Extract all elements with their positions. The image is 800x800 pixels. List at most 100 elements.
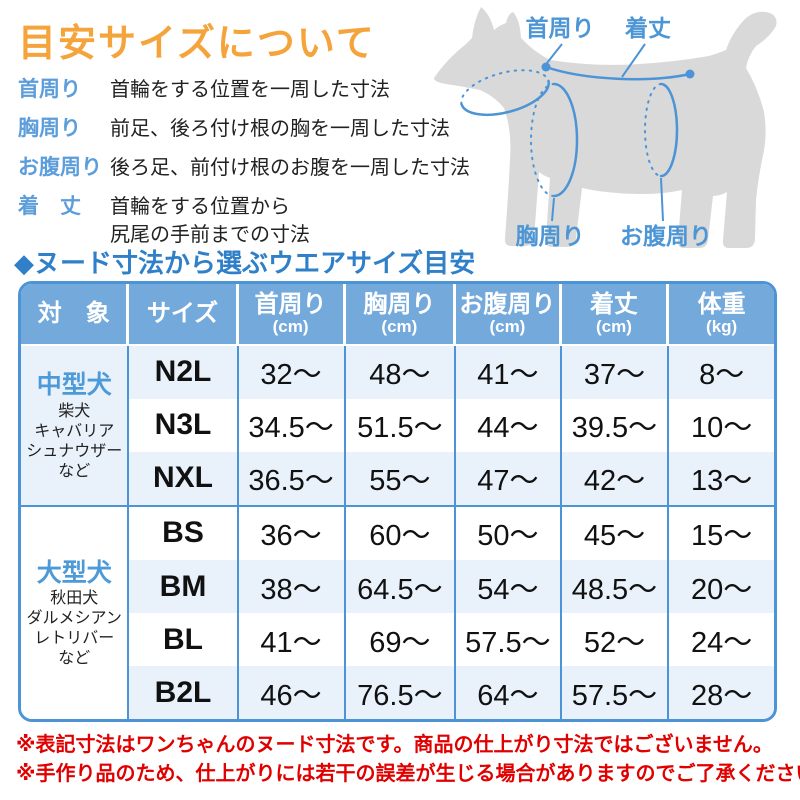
size-cell: N2L [129, 346, 239, 399]
breed-item: 秋田犬 [50, 590, 99, 608]
size-cell: NXL [129, 451, 239, 505]
table-row-b2l: B2L 46〜 76.5〜 64〜 57.5〜 28〜 [21, 666, 774, 719]
dog-measurement-diagram: 首周り 着丈 胸周り お腹周り [434, 7, 777, 249]
size-cell: BM [129, 560, 239, 614]
measurement-legend: 首周り 首輪をする位置を一周した寸法 胸周り 前足、後ろ付け根の胸を一周した寸法… [18, 76, 488, 260]
col-header-neck-label: 首周り [254, 291, 327, 319]
size-cell: B2L [129, 666, 239, 719]
legend-row-length: 着 丈 首輪をする位置から 尻尾の手前までの寸法 [18, 193, 488, 249]
table-cell-belly: 50〜 [456, 504, 562, 561]
diagram-label-length: 着丈 [625, 15, 671, 41]
neck-label-connector [546, 43, 563, 64]
col-header-chest-label: 胸周り [363, 291, 436, 319]
belly-girth-ring-dotted [644, 83, 662, 177]
col-header-belly-unit: (cm) [489, 316, 526, 336]
breed-item: レトリバー [34, 630, 115, 648]
breed-item: ダルメシアン [26, 610, 122, 628]
table-row-bm: BM 38〜 64.5〜 54〜 48.5〜 20〜 [21, 560, 774, 614]
legend-row-belly: お腹周り 後ろ足、前付け根のお腹を一周した寸法 [18, 154, 488, 182]
legend-desc-length-line1: 首輪をする位置から [110, 196, 290, 218]
legend-label-neck: 首周り [18, 78, 81, 101]
diagram-label-belly: お腹周り [620, 223, 712, 249]
table-cell-weight: 24〜 [669, 613, 774, 667]
table-cell-neck: 34.5〜 [238, 398, 346, 452]
table-cell-belly: 54〜 [456, 560, 562, 614]
table-row-bs: 大型犬 秋田犬 ダルメシアン レトリバー など BS 36〜 60〜 50〜 4… [21, 504, 774, 719]
dog-silhouette [434, 7, 777, 248]
col-header-target-label: 対 象 [37, 300, 110, 328]
table-row-bl: BL 41〜 69〜 57.5〜 52〜 24〜 [21, 613, 774, 667]
table-cell-belly: 41〜 [456, 346, 562, 399]
diagram-label-chest: 胸周り [516, 223, 585, 249]
col-header-size: サイズ [129, 284, 239, 346]
table-cell-neck: 36.5〜 [238, 451, 346, 505]
col-header-length: 着丈 (cm) [561, 284, 670, 346]
col-header-length-unit: (cm) [595, 316, 632, 336]
legend-row-neck: 首周り 首輪をする位置を一周した寸法 [18, 76, 488, 104]
table-cell-belly: 64〜 [456, 666, 562, 719]
table-cell-chest: 76.5〜 [345, 666, 457, 719]
legend-desc-length-line2: 尻尾の手前までの寸法 [110, 224, 310, 246]
col-header-weight-unit: (kg) [706, 316, 738, 336]
table-cell-belly: 44〜 [456, 398, 562, 452]
table-cell-weight: 15〜 [669, 504, 774, 561]
breed-item: シュナウザー [26, 442, 123, 460]
target-cell-large-dogs: 大型犬 秋田犬 ダルメシアン レトリバー など [21, 504, 130, 719]
table-cell-length: 37〜 [561, 346, 670, 399]
diagram-label-neck: 首周り [526, 15, 595, 41]
table-cell-chest: 51.5〜 [345, 398, 457, 452]
size-table-container: 対 象 サイズ 首周り (cm) 胸周り (cm) お腹周り (cm) 着丈 (cm) … [18, 281, 777, 722]
table-cell-belly: 57.5〜 [456, 613, 562, 667]
header-row: 対 象 サイズ 首周り (cm) 胸周り (cm) お腹周り (cm) 着丈 (cm) … [21, 284, 774, 346]
table-cell-chest: 60〜 [345, 504, 457, 561]
table-cell-weight: 8〜 [669, 346, 774, 399]
legend-desc-belly: 後ろ足、前付け根のお腹を一周した寸法 [110, 157, 470, 179]
breed-item: など [58, 462, 91, 480]
table-cell-chest: 64.5〜 [345, 560, 457, 614]
table-cell-weight: 10〜 [669, 398, 774, 452]
length-label-connector [621, 43, 646, 78]
col-header-chest-unit: (cm) [381, 316, 418, 336]
note-line-2: ※手作り品のため、仕上がりには若干の誤差が生じる場合がありますのでご了承ください… [16, 763, 800, 785]
col-header-belly: お腹周り (cm) [456, 284, 562, 346]
target-group-name: 大型犬 [36, 558, 112, 587]
table-cell-weight: 28〜 [669, 666, 774, 719]
table-cell-length: 45〜 [561, 504, 670, 561]
col-header-belly-label: お腹周り [459, 291, 556, 319]
legend-desc-length: 首輪をする位置から 尻尾の手前までの寸法 [110, 193, 310, 249]
table-cell-chest: 48〜 [345, 346, 457, 399]
legend-desc-neck: 首輪をする位置を一周した寸法 [110, 79, 390, 101]
legend-desc-chest: 前足、後ろ付け根の胸を一周した寸法 [110, 118, 450, 140]
col-header-chest: 胸周り (cm) [345, 284, 457, 346]
col-header-size-label: サイズ [146, 300, 219, 328]
breed-item: キャバリア [34, 422, 115, 440]
section-heading: ◆ヌード寸法から選ぶウエアサイズ目安 [14, 248, 476, 278]
table-cell-chest: 55〜 [345, 451, 457, 505]
belly-label-connector [660, 177, 664, 222]
size-cell: N3L [129, 398, 239, 452]
back-length-dot-front [541, 62, 551, 72]
table-cell-length: 42〜 [561, 451, 670, 505]
col-header-length-label: 着丈 [589, 291, 638, 319]
table-row-nxl: NXL 36.5〜 55〜 47〜 42〜 13〜 [21, 451, 774, 505]
table-cell-length: 48.5〜 [561, 560, 670, 614]
table-row-n2l: 中型犬 柴犬 キャバリア シュナウザー など N2L 32〜 48〜 41〜 3… [21, 346, 774, 505]
size-cell: BL [129, 613, 239, 667]
target-cell-medium-dogs: 中型犬 柴犬 キャバリア シュナウザー など [21, 346, 130, 505]
col-header-neck-unit: (cm) [272, 316, 309, 336]
col-header-neck: 首周り (cm) [238, 284, 346, 346]
table-row-n3l: N3L 34.5〜 51.5〜 44〜 39.5〜 10〜 [21, 398, 774, 452]
col-header-weight-label: 体重 [697, 291, 746, 319]
table-cell-length: 52〜 [561, 613, 670, 667]
size-table: 対 象 サイズ 首周り (cm) 胸周り (cm) お腹周り (cm) 着丈 (cm) … [21, 284, 774, 719]
legend-label-belly: お腹周り [18, 156, 102, 179]
table-cell-neck: 46〜 [238, 666, 346, 719]
chest-girth-ring-solid [552, 82, 579, 198]
back-length-dot-rear [685, 69, 695, 79]
target-group-name: 中型犬 [36, 371, 112, 400]
legend-label-chest: 胸周り [18, 117, 81, 140]
note-line-1: ※表記寸法はワンちゃんのヌード寸法です。商品の仕上がり寸法ではございません。 [16, 734, 773, 756]
breed-item: 柴犬 [58, 402, 91, 420]
page-title: 目安サイズについて [18, 23, 376, 65]
table-cell-length: 39.5〜 [561, 398, 670, 452]
